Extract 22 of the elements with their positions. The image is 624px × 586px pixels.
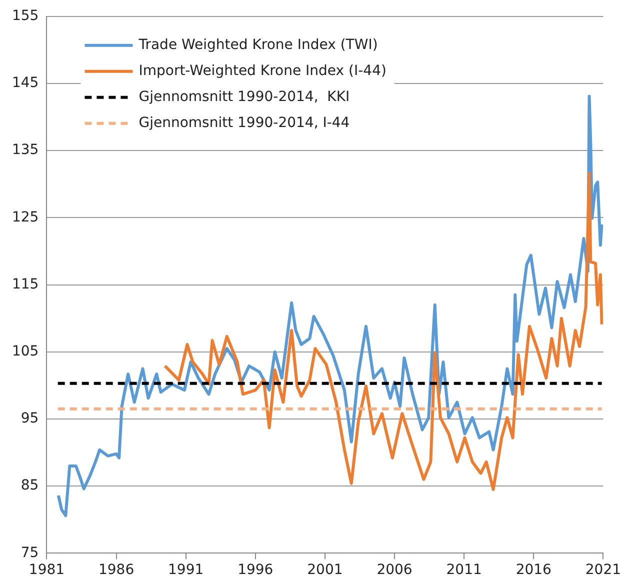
x-tick-label: 2011	[446, 562, 482, 578]
y-tick-label: 125	[12, 209, 39, 226]
legend-label: Trade Weighted Krone Index (TWI)	[138, 37, 378, 54]
x-tick-label: 2001	[307, 562, 343, 578]
y-tick-label: 155	[12, 8, 39, 24]
y-tick-label: 135	[12, 142, 39, 158]
y-tick-label: 75	[20, 544, 39, 561]
y-tick-label: 85	[20, 478, 39, 494]
legend-label: Gjennomsnitt 1990-2014, KKI	[138, 89, 350, 106]
x-tick-label: 1996	[238, 562, 274, 578]
y-tick-label: 145	[12, 75, 39, 92]
legend-label: Import-Weighted Krone Index (I-44)	[138, 63, 386, 80]
x-tick-label: 2016	[516, 562, 552, 578]
x-tick-label: 1981	[28, 562, 65, 578]
y-tick-label: 115	[12, 276, 39, 292]
x-tick-label: 1991	[168, 562, 204, 578]
x-tick-label: 2006	[376, 562, 412, 578]
y-tick-label: 95	[20, 410, 39, 427]
legend-label: Gjennomsnitt 1990-2014, I-44	[138, 115, 350, 132]
x-tick-label: 2021	[585, 562, 622, 578]
x-tick-label: 1986	[98, 562, 134, 578]
y-tick-label: 105	[12, 344, 39, 360]
